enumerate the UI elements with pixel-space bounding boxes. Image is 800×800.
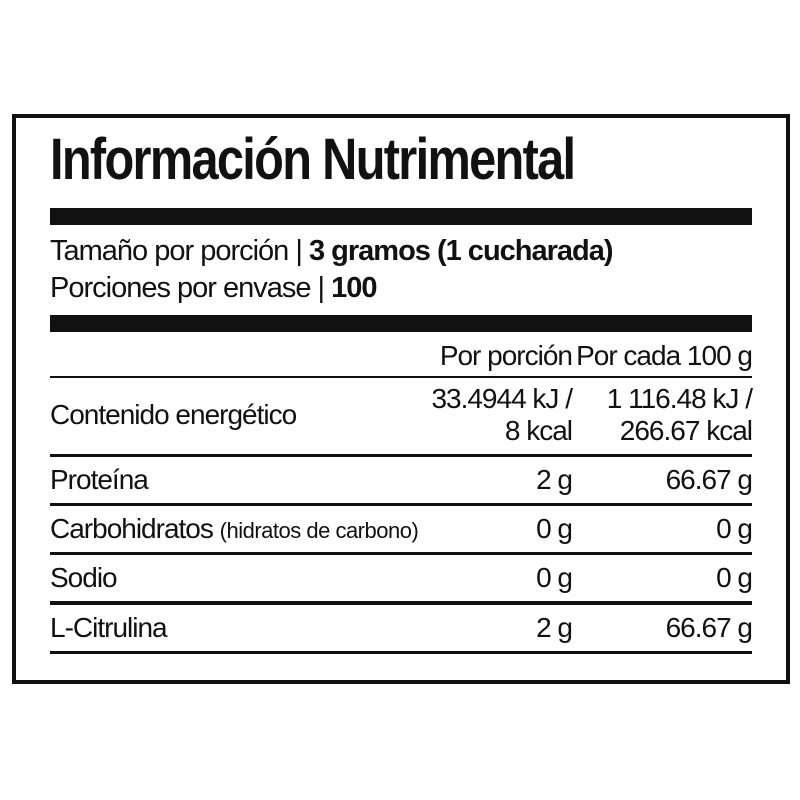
- servings-per-container-value: 100: [331, 272, 377, 304]
- carbohydrates-note: (hidratos de carbono): [219, 518, 419, 543]
- protein-label: Proteína: [50, 464, 149, 495]
- header-per-serving: Por porción: [439, 340, 573, 371]
- nutrition-table: Por porción Por cada 100 g Contenido ene…: [50, 340, 753, 654]
- table-header-row: Por porción Por cada 100 g: [50, 340, 753, 378]
- energy-per-serving-kj: 33.4944 kJ /: [431, 383, 573, 414]
- energy-per-100g-kcal: 266.67 kcal: [619, 415, 753, 446]
- carbohydrates-per-100g: 0 g: [716, 513, 753, 544]
- carbohydrates-per-serving: 0 g: [536, 513, 573, 544]
- label-title: Información Nutrimental: [50, 127, 576, 192]
- divider-bar-top: [50, 208, 752, 225]
- sodium-per-serving: 0 g: [536, 562, 573, 593]
- energy-per-100g-kj: 1 116.48 kJ /: [606, 383, 753, 414]
- table-row-sodium: Sodio 0 g 0 g: [50, 555, 753, 605]
- lcitrulline-name: L-Citrulina: [50, 612, 422, 644]
- lcitrulline-per-100g: 66.67 g: [665, 612, 753, 643]
- carbohydrates-label: Carbohidratos: [50, 513, 214, 544]
- servings-per-container-label: Porciones por envase |: [50, 272, 325, 304]
- serving-info: Tamaño por porción | 3 gramos (1 cuchara…: [50, 233, 752, 307]
- divider-bar-bottom: [50, 315, 752, 332]
- table-row-energy: Contenido energético 33.4944 kJ / 8 kcal…: [50, 378, 753, 457]
- serving-size-value: 3 gramos (1 cucharada): [308, 235, 614, 267]
- sodium-per-100g: 0 g: [716, 562, 753, 593]
- energy-per-100g: 1 116.48 kJ / 266.67 kcal: [572, 383, 753, 447]
- servings-per-container-line: Porciones por envase | 100: [50, 270, 752, 307]
- carbohydrates-name: Carbohidratos (hidratos de carbono): [50, 513, 422, 545]
- protein-per-serving: 2 g: [536, 464, 573, 495]
- table-row-lcitrulline: L-Citrulina 2 g 66.67 g: [50, 605, 753, 654]
- nutrition-label-box: Información Nutrimental Tamaño por porci…: [12, 114, 790, 684]
- table-row-protein: Proteína 2 g 66.67 g: [50, 457, 753, 506]
- protein-per-100g: 66.67 g: [665, 464, 753, 495]
- table-row-carbohydrates: Carbohidratos (hidratos de carbono) 0 g …: [50, 506, 753, 555]
- energy-per-serving: 33.4944 kJ / 8 kcal: [422, 383, 573, 447]
- lcitrulline-per-serving: 2 g: [536, 612, 573, 643]
- serving-size-line: Tamaño por porción | 3 gramos (1 cuchara…: [50, 233, 752, 270]
- lcitrulline-label: L-Citrulina: [50, 612, 168, 643]
- sodium-name: Sodio: [50, 562, 422, 594]
- protein-name: Proteína: [50, 464, 422, 496]
- sodium-label: Sodio: [50, 562, 118, 593]
- header-per-100g: Por cada 100 g: [576, 340, 753, 371]
- energy-name: Contenido energético: [50, 399, 297, 430]
- energy-per-serving-kcal: 8 kcal: [504, 415, 573, 446]
- serving-size-label: Tamaño por porción |: [50, 235, 303, 267]
